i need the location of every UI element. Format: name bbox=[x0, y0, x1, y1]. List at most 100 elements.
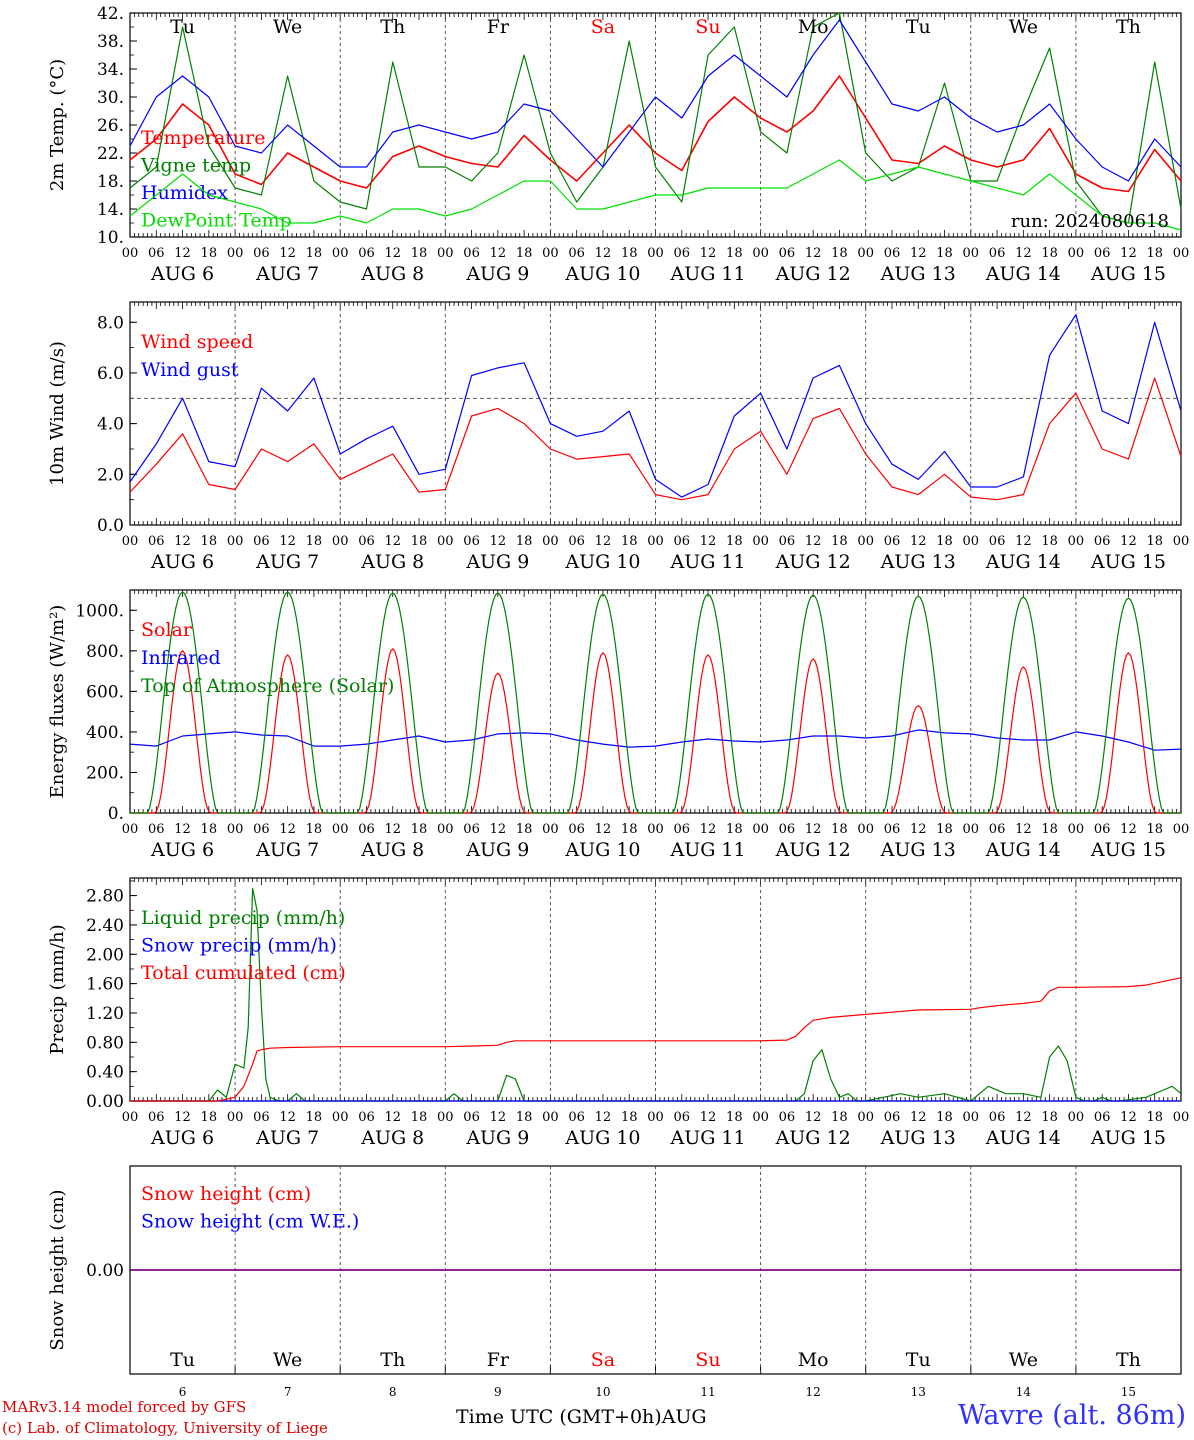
date-label: AUG 8 bbox=[360, 551, 424, 573]
hour-label: 18 bbox=[201, 1110, 218, 1125]
hour-label: 00 bbox=[963, 246, 980, 261]
hour-label: 18 bbox=[516, 246, 533, 261]
hour-label: 00 bbox=[1068, 1110, 1085, 1125]
y-tick-label: 14. bbox=[97, 200, 124, 220]
hour-label: 00 bbox=[1173, 246, 1190, 261]
day-number: 11 bbox=[700, 1385, 715, 1399]
date-label: AUG 12 bbox=[775, 263, 851, 285]
plot-frame bbox=[129, 589, 1182, 814]
hour-label: 18 bbox=[411, 822, 428, 837]
day-number: 12 bbox=[806, 1385, 821, 1399]
day-number: 14 bbox=[1016, 1385, 1032, 1399]
hour-label: 12 bbox=[1120, 822, 1137, 837]
hour-label: 00 bbox=[227, 534, 244, 549]
hour-label: 18 bbox=[831, 1110, 848, 1125]
series-line-vigne-temp bbox=[129, 12, 1182, 224]
hour-label: 00 bbox=[122, 246, 139, 261]
hour-label: 00 bbox=[542, 822, 559, 837]
hour-label: 06 bbox=[463, 534, 480, 549]
plot-frame bbox=[129, 301, 1182, 526]
legend-entry: Solar bbox=[141, 619, 193, 641]
hour-label: 00 bbox=[1068, 534, 1085, 549]
hour-label: 06 bbox=[1094, 822, 1111, 837]
hour-label: 12 bbox=[279, 534, 296, 549]
hour-label: 12 bbox=[1015, 1110, 1032, 1125]
legend-entry: Total cumulated (cm) bbox=[141, 962, 346, 984]
hour-label: 00 bbox=[227, 822, 244, 837]
hour-label: 12 bbox=[595, 1110, 612, 1125]
panel-1: 10. 14. 18. 22. 26. 30. 34. 38. 42. 2m Temp. (°C)… bbox=[47, 4, 1189, 285]
hour-label: 00 bbox=[1173, 534, 1190, 549]
weekday-label: Sa bbox=[591, 16, 615, 38]
legend-entry: DewPoint Temp bbox=[141, 210, 292, 232]
y-tick-label: 200. bbox=[86, 763, 124, 783]
hour-label: 06 bbox=[568, 534, 585, 549]
panel-3: 0. 200. 400. 600. 800. 1000. Energy fluxes (W/… bbox=[47, 589, 1189, 861]
weekday-label: Mo bbox=[798, 16, 829, 38]
hour-label: 00 bbox=[647, 1110, 664, 1125]
hour-label: 06 bbox=[358, 534, 375, 549]
date-label: AUG 8 bbox=[360, 1127, 424, 1149]
hour-label: 18 bbox=[306, 534, 323, 549]
hour-label: 06 bbox=[989, 534, 1006, 549]
date-label: AUG 15 bbox=[1090, 263, 1166, 285]
hour-label: 12 bbox=[595, 822, 612, 837]
y-tick-label: 26. bbox=[97, 116, 124, 136]
hour-label: 18 bbox=[306, 246, 323, 261]
legend-entry: Infrared bbox=[141, 647, 221, 669]
hour-label: 00 bbox=[227, 246, 244, 261]
hour-label: 00 bbox=[752, 1110, 769, 1125]
date-label: AUG 14 bbox=[985, 551, 1061, 573]
hour-label: 06 bbox=[358, 822, 375, 837]
day-number: 10 bbox=[595, 1385, 610, 1399]
hour-label: 12 bbox=[384, 1110, 401, 1125]
weekday-label: Tu bbox=[170, 16, 195, 38]
hour-label: 06 bbox=[148, 534, 165, 549]
date-label: AUG 14 bbox=[985, 263, 1061, 285]
hour-label: 06 bbox=[779, 822, 796, 837]
hour-label: 00 bbox=[332, 1110, 349, 1125]
hour-label: 06 bbox=[253, 246, 270, 261]
date-label: AUG 6 bbox=[150, 839, 214, 861]
day-number: 15 bbox=[1121, 1385, 1136, 1399]
date-label: AUG 10 bbox=[564, 839, 640, 861]
hour-label: 00 bbox=[227, 1110, 244, 1125]
date-label: AUG 7 bbox=[255, 1127, 319, 1149]
hour-label: 00 bbox=[647, 822, 664, 837]
y-tick-label: 1.20 bbox=[86, 1004, 124, 1024]
hour-label: 12 bbox=[910, 1110, 927, 1125]
y-tick-label: 38. bbox=[97, 32, 124, 52]
hour-label: 12 bbox=[1120, 1110, 1137, 1125]
date-label: AUG 7 bbox=[255, 551, 319, 573]
hour-label: 00 bbox=[1068, 822, 1085, 837]
hour-label: 18 bbox=[411, 1110, 428, 1125]
hour-label: 06 bbox=[568, 246, 585, 261]
weekday-label: We bbox=[273, 16, 302, 38]
hour-label: 00 bbox=[332, 822, 349, 837]
y-tick-label: 6.0 bbox=[97, 364, 124, 384]
y-tick-label: 400. bbox=[86, 723, 124, 743]
weekday-label: We bbox=[273, 1349, 302, 1371]
hour-label: 06 bbox=[148, 246, 165, 261]
hour-label: 12 bbox=[700, 534, 717, 549]
date-label: AUG 6 bbox=[150, 551, 214, 573]
x-axis-label: Time UTC (GMT+0h)AUG bbox=[456, 1406, 707, 1428]
hour-label: 00 bbox=[857, 822, 874, 837]
hour-label: 12 bbox=[174, 246, 191, 261]
y-tick-label: 0.00 bbox=[86, 1092, 124, 1112]
y-axis-label: 10m Wind (m/s) bbox=[47, 341, 68, 486]
y-tick-label: 18. bbox=[97, 172, 124, 192]
hour-label: 06 bbox=[674, 534, 691, 549]
hour-label: 12 bbox=[910, 534, 927, 549]
panel-4: 0.00 0.40 0.80 1.20 1.60 2.00 2.40 2.80 Precip (… bbox=[47, 877, 1189, 1149]
weekday-label: Mo bbox=[798, 1349, 829, 1371]
hour-label: 00 bbox=[332, 246, 349, 261]
weekday-label: We bbox=[1009, 1349, 1038, 1371]
date-label: AUG 8 bbox=[360, 839, 424, 861]
date-label: AUG 11 bbox=[669, 263, 745, 285]
hour-label: 00 bbox=[752, 822, 769, 837]
hour-label: 06 bbox=[253, 822, 270, 837]
hour-label: 00 bbox=[542, 246, 559, 261]
hour-label: 18 bbox=[831, 246, 848, 261]
legend-entry: Top of Atmosphere (Solar) bbox=[141, 675, 394, 697]
